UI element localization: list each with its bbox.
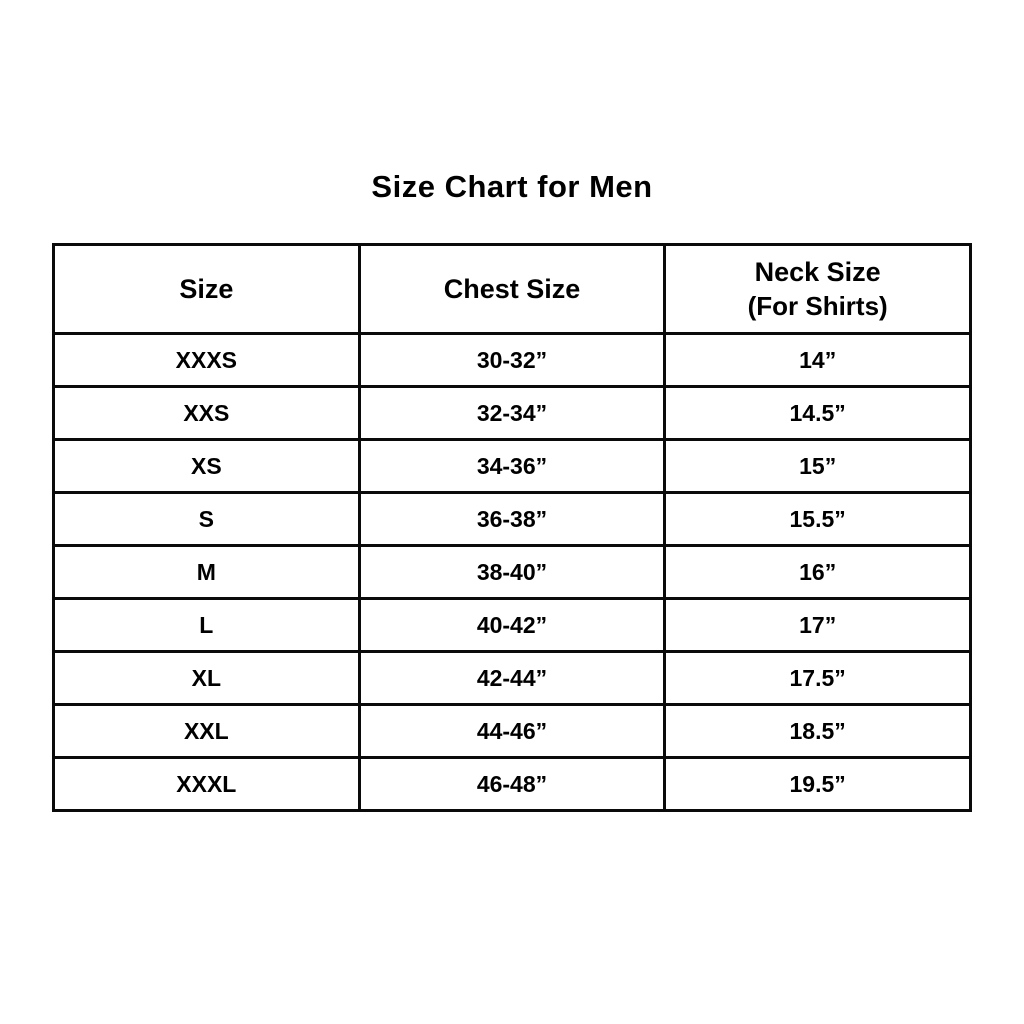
header-row: Size Chest Size Neck Size (For Shirts) [52,243,972,335]
cell-chest: 30-32” [357,332,667,388]
cell-size: XL [52,650,361,706]
table-row: XXXL 46-48” 19.5” [52,756,972,812]
cell-chest: 42-44” [357,650,667,706]
cell-neck: 14.5” [663,385,972,441]
table-row: S 36-38” 15.5” [52,491,972,547]
cell-neck: 19.5” [663,756,972,812]
cell-chest: 40-42” [357,597,667,653]
cell-neck: 15” [663,438,972,494]
cell-neck: 15.5” [663,491,972,547]
cell-neck: 14” [663,332,972,388]
cell-neck: 17.5” [663,650,972,706]
cell-size: XXL [52,703,361,759]
cell-size: M [52,544,361,600]
table-row: XXS 32-34” 14.5” [52,385,972,441]
size-chart-table: Size Chest Size Neck Size (For Shirts) X… [52,243,972,812]
cell-chest: 32-34” [357,385,667,441]
cell-chest: 36-38” [357,491,667,547]
cell-size: XXS [52,385,361,441]
cell-chest: 34-36” [357,438,667,494]
table-row: XL 42-44” 17.5” [52,650,972,706]
table-row: XS 34-36” 15” [52,438,972,494]
table-body: XXXS 30-32” 14” XXS 32-34” 14.5” XS 34-3… [52,332,972,812]
header-neck-size-sublabel: (For Shirts) [747,291,888,321]
cell-chest: 44-46” [357,703,667,759]
cell-size: L [52,597,361,653]
header-size-label: Size [179,274,234,304]
cell-neck: 18.5” [663,703,972,759]
cell-chest: 38-40” [357,544,667,600]
table-header: Size Chest Size Neck Size (For Shirts) [52,243,972,335]
table-row: M 38-40” 16” [52,544,972,600]
cell-neck: 16” [663,544,972,600]
table-row: XXXS 30-32” 14” [52,332,972,388]
header-chest-size-label: Chest Size [443,274,581,304]
page-title: Size Chart for Men [371,169,653,204]
cell-chest: 46-48” [357,756,667,812]
header-neck-size: Neck Size (For Shirts) [663,243,972,335]
cell-size: S [52,491,361,547]
cell-size: XS [52,438,361,494]
cell-neck: 17” [663,597,972,653]
cell-size: XXXL [52,756,361,812]
table-row: L 40-42” 17” [52,597,972,653]
header-chest-size: Chest Size [357,243,667,335]
header-neck-size-label: Neck Size [754,257,881,287]
header-size: Size [52,243,361,335]
table-row: XXL 44-46” 18.5” [52,703,972,759]
cell-size: XXXS [52,332,361,388]
